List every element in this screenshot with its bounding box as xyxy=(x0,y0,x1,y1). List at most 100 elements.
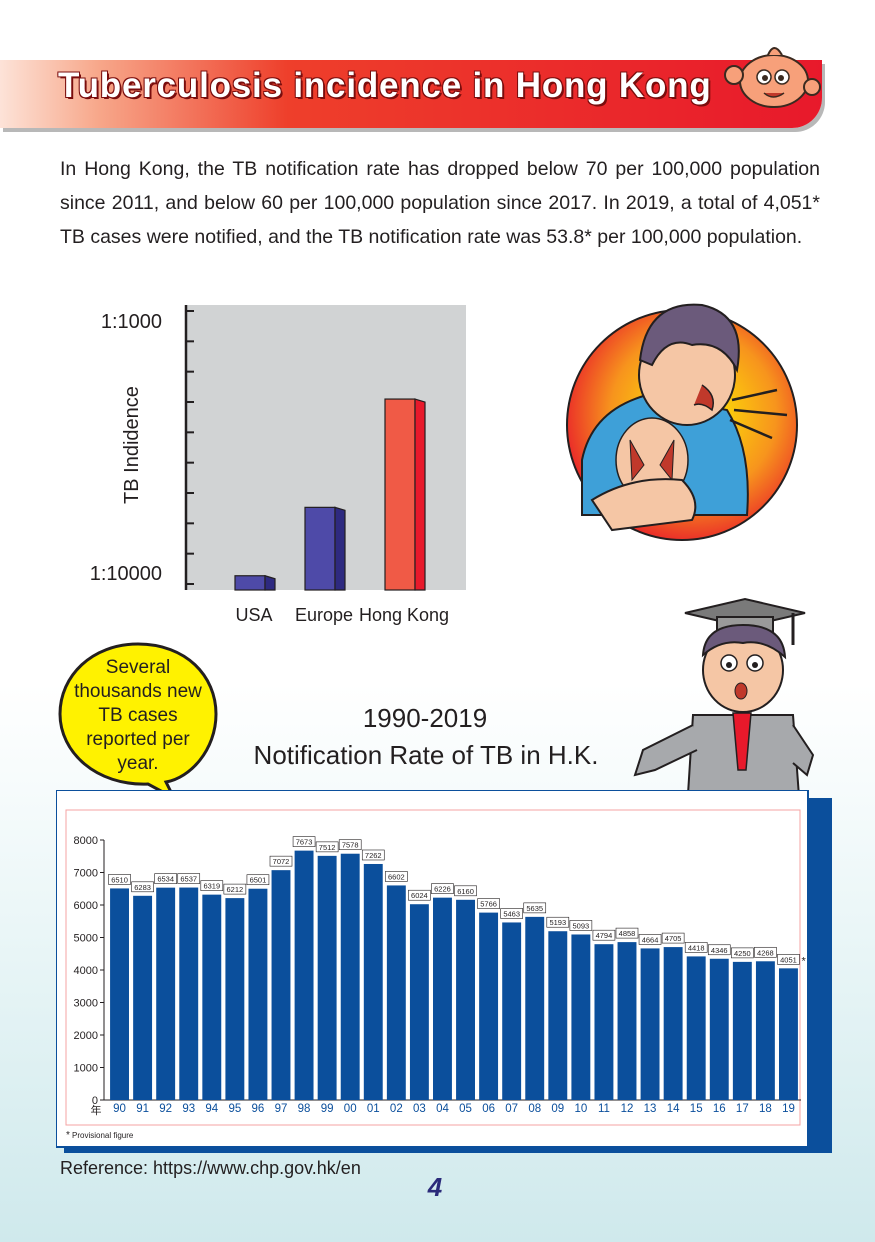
chart1-bar-side xyxy=(414,398,426,591)
chart1-xtick-label: Europe xyxy=(295,605,353,625)
chart2-xaxis-unit: 年 xyxy=(91,1103,102,1117)
chart1-bar-side xyxy=(264,574,276,591)
chart2-value-label-box xyxy=(777,954,800,965)
chart2-value-label-box xyxy=(546,916,570,928)
chart2-xtick-label: 08 xyxy=(528,1103,541,1115)
chart2-ytick-label: 2000 xyxy=(74,1030,98,1042)
chart2-xtick-label: 05 xyxy=(459,1103,472,1115)
chart2-value-label-box xyxy=(246,874,270,886)
chart2-value-label-box xyxy=(338,839,362,851)
chart2-value-label-box xyxy=(200,880,224,891)
coughing-person-illustration xyxy=(566,303,798,541)
chart2-xtick-label: 93 xyxy=(182,1103,195,1115)
chart2-xtick-label: 01 xyxy=(367,1103,380,1115)
chart2-value-label-box xyxy=(615,927,639,939)
chart2-bar xyxy=(456,899,475,1100)
chart2-bar xyxy=(755,961,775,1100)
chart2-value-label-box xyxy=(315,841,339,853)
chart2-value-label: 5766 xyxy=(480,900,497,909)
chart2-inner-border xyxy=(65,809,801,1126)
chart2-bar xyxy=(594,944,614,1100)
chart2-bar xyxy=(525,916,545,1100)
page-title: Tuberculosis incidence in Hong Kong xyxy=(58,66,712,105)
chart2-ytick-label: 0 xyxy=(92,1095,98,1107)
chart2-bar xyxy=(709,958,729,1100)
chart2-xtick-label: 95 xyxy=(228,1103,241,1115)
chart2-value-label: 6226 xyxy=(434,885,451,894)
chart2-bar xyxy=(317,855,337,1100)
chart2-value-label-box xyxy=(523,902,547,914)
chart2-bar xyxy=(479,912,499,1100)
chart2-value-label: 4858 xyxy=(619,929,636,938)
chart2-xtick-label: 18 xyxy=(759,1103,772,1115)
chart2-value-label: 6283 xyxy=(134,883,151,892)
chart2-xtick-label: 97 xyxy=(275,1103,288,1115)
chart2-value-label: 4664 xyxy=(642,935,659,944)
chart2-value-label-box xyxy=(223,883,247,895)
chart2-value-label-box xyxy=(292,836,316,847)
chart2-value-label: 5093 xyxy=(573,921,590,930)
chart2-xtick-label: 07 xyxy=(505,1103,518,1115)
chart2-value-label-box xyxy=(454,885,477,897)
chart2-title: Notification Rate of TB in H.K. xyxy=(253,740,599,770)
chart1-xtick-label: USA xyxy=(235,605,272,625)
chart2-ytick-label: 3000 xyxy=(74,998,98,1010)
speech-bubble-text: Several thousands new TB cases reported … xyxy=(74,657,202,774)
chart2-value-label-box xyxy=(154,873,177,884)
chart1-ytick-top: 1:1000 xyxy=(101,311,162,333)
chart2-bar xyxy=(433,897,452,1100)
chart2-value-label-box xyxy=(754,946,777,958)
chart2-xtick-label: 14 xyxy=(667,1103,680,1115)
chart2-bar xyxy=(386,885,406,1100)
chart2-xtick-label: 17 xyxy=(736,1103,749,1115)
chart2-value-label-box xyxy=(731,947,754,959)
chart2-ytick-label: 1000 xyxy=(74,1063,98,1075)
chart2-value-label-box xyxy=(361,849,385,861)
chart2-bar xyxy=(640,948,660,1100)
chart2-value-label: 7578 xyxy=(342,841,359,850)
chart1-xtick-label: Hong Kong xyxy=(359,605,449,625)
chart2-value-label: 4418 xyxy=(688,943,705,952)
chart2-value-label: 4250 xyxy=(734,949,751,958)
chart2-bar xyxy=(340,853,360,1100)
chart2-value-label: 6501 xyxy=(250,876,267,885)
chart2-title-years: 1990-2019 xyxy=(362,703,488,733)
chart2-value-label-box xyxy=(431,883,454,894)
title-banner xyxy=(0,60,822,128)
tb-incidence-comparison-chart: 1:1000 1:10000 TB Indidence USA Europe Hon… xyxy=(90,305,466,625)
chart2-bar xyxy=(617,942,637,1100)
chart2-bar xyxy=(225,898,245,1100)
chart1-bar-side xyxy=(334,506,346,591)
chart2-xtick-label: 00 xyxy=(344,1103,357,1115)
chart2-value-label: 7673 xyxy=(296,838,313,847)
chart1-bar-hong-kong xyxy=(384,398,416,591)
chart2-xtick-label: 91 xyxy=(136,1103,149,1115)
chart2-value-label: 4346 xyxy=(711,946,728,955)
chart1-bar-europe xyxy=(304,506,336,591)
chart2-value-label: 6534 xyxy=(157,875,174,884)
chart2-value-label-box xyxy=(108,874,131,885)
chart2-bar xyxy=(686,956,706,1100)
chart2-value-label: 5193 xyxy=(549,918,566,927)
chart2-bar xyxy=(248,888,268,1100)
chart2-value-label-box xyxy=(131,881,154,893)
chart2-xtick-label: 12 xyxy=(621,1103,634,1115)
chart2-xtick-label: 02 xyxy=(390,1103,403,1115)
chart2-value-label-box xyxy=(569,920,593,931)
chart2-ytick-label: 6000 xyxy=(74,900,98,912)
chart2-footnote-mark: * xyxy=(66,1130,70,1141)
chart2-value-label: 7262 xyxy=(365,851,382,860)
chart2-bar xyxy=(363,863,383,1100)
chart2-bar xyxy=(663,947,683,1100)
chart2-value-label: 6510 xyxy=(111,875,128,884)
chart2-xtick-label: 19 xyxy=(782,1103,795,1115)
chart2-bar xyxy=(502,922,522,1100)
chart2-value-label-box xyxy=(638,934,662,945)
chart2-value-label: 7072 xyxy=(273,857,290,866)
chart2-bar xyxy=(409,904,429,1100)
chart2-bar xyxy=(179,887,199,1100)
chart2-value-label: 4268 xyxy=(757,948,774,957)
chart2-value-label: 5635 xyxy=(526,904,543,913)
chart2-ytick-label: 8000 xyxy=(74,835,98,847)
